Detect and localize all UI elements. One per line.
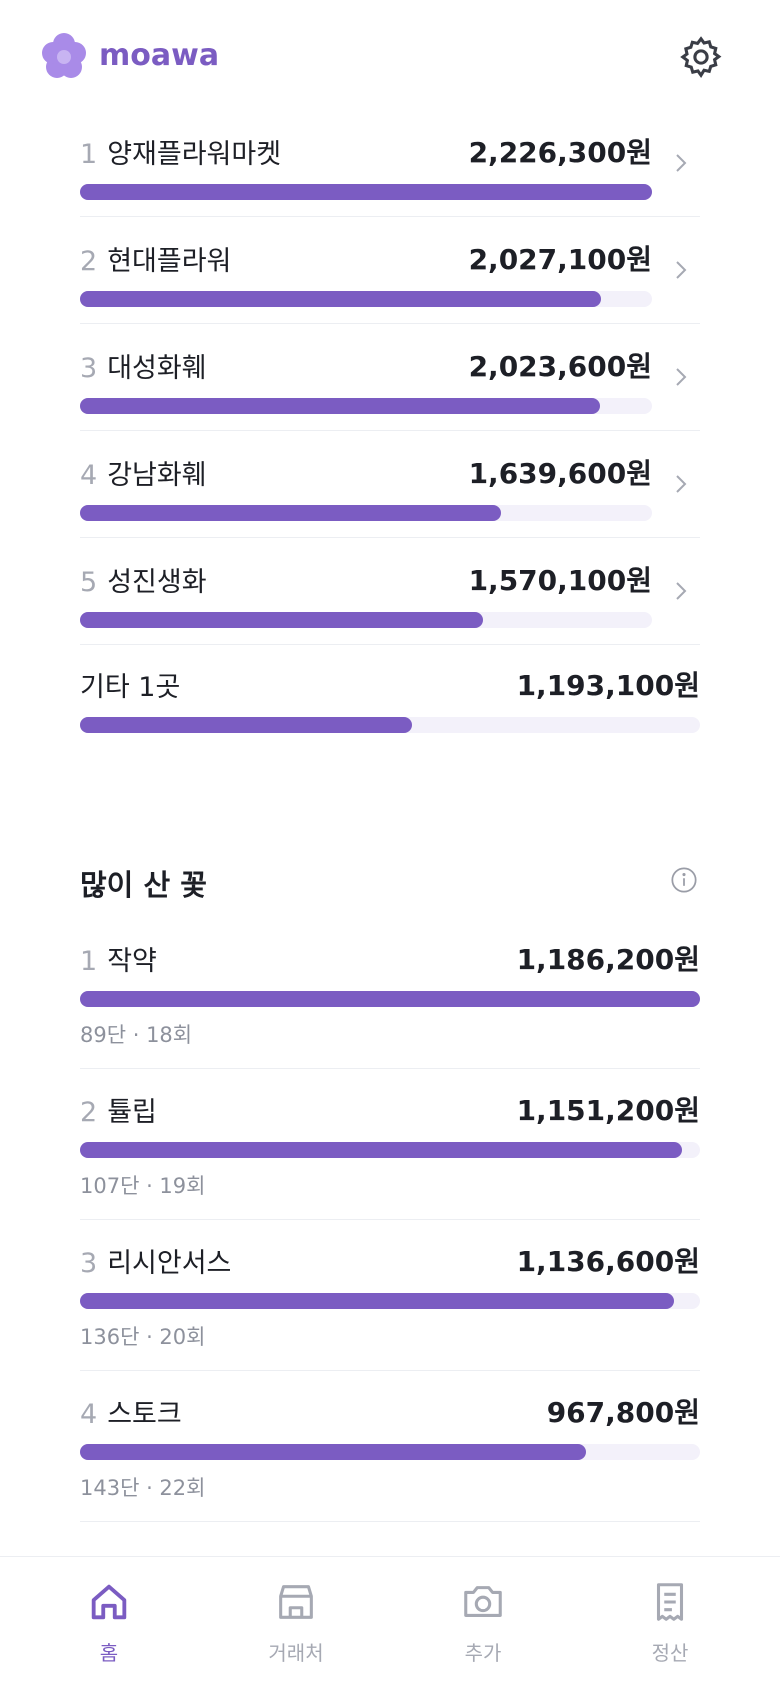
divider <box>80 1370 700 1371</box>
rank: 4 <box>80 460 98 491</box>
chevron <box>674 580 688 606</box>
bar <box>80 184 652 200</box>
bar-track <box>80 184 652 200</box>
nav-tab[interactable]: 홈 <box>49 1579 169 1666</box>
amount: 2,027,100원 <box>468 243 652 276</box>
bar-track <box>80 717 700 733</box>
bar <box>80 1293 675 1309</box>
bar <box>80 291 601 307</box>
bar-track <box>80 505 652 521</box>
amount: 2,023,600원 <box>468 350 652 383</box>
nav-tab[interactable]: 추가 <box>423 1579 543 1666</box>
bar <box>80 1142 682 1158</box>
nav-icon <box>610 1579 730 1629</box>
settings-button[interactable] <box>678 34 724 84</box>
nav-label: 정산 <box>651 1641 689 1665</box>
rank: 2 <box>80 1097 98 1128</box>
detail: 89단 · 18회 <box>80 1023 193 1047</box>
bottom-nav: 홈 거래처 추가 정산 <box>0 1556 780 1689</box>
bar <box>80 612 484 628</box>
detail: 107단 · 19회 <box>80 1174 206 1198</box>
bar-track <box>80 1444 700 1460</box>
row-name: 2 튤립 <box>80 1090 157 1129</box>
rank: 1 <box>80 139 98 170</box>
nav-icon <box>49 1579 169 1629</box>
bar-track <box>80 612 652 628</box>
nav-label: 거래처 <box>268 1641 324 1665</box>
bar-track <box>80 398 652 414</box>
row-name: 3 리시안서스 <box>80 1241 231 1280</box>
amount: 1,186,200원 <box>516 943 700 976</box>
rank: 3 <box>80 353 98 384</box>
bar <box>80 1444 586 1460</box>
divider <box>80 1219 700 1220</box>
bar <box>80 398 600 414</box>
chevron <box>674 366 688 392</box>
rank: 2 <box>80 246 98 277</box>
name-text: 스토크 <box>107 1399 182 1430</box>
nav-tab[interactable]: 정산 <box>610 1579 730 1666</box>
divider <box>80 323 700 324</box>
rank: 5 <box>80 567 98 598</box>
logo-icon <box>40 32 90 82</box>
nav-icon <box>423 1579 543 1629</box>
row-name: 기타 1곳 <box>80 665 180 704</box>
name-text: 대성화훼 <box>107 353 207 384</box>
name-text: 성진생화 <box>107 567 207 598</box>
bar-track <box>80 291 652 307</box>
bar-track <box>80 1293 700 1309</box>
bar <box>80 991 700 1007</box>
row-name: 4 강남화훼 <box>80 453 207 492</box>
row-name: 3 대성화훼 <box>80 346 207 385</box>
name-text: 강남화훼 <box>107 460 207 491</box>
bar-track <box>80 1142 700 1158</box>
row-name: 5 성진생화 <box>80 560 207 599</box>
divider <box>80 537 700 538</box>
row-name: 2 현대플라워 <box>80 239 231 278</box>
name-text: 현대플라워 <box>107 246 232 277</box>
divider <box>80 1068 700 1069</box>
name-text: 기타 1곳 <box>80 672 181 703</box>
divider <box>80 430 700 431</box>
detail: 143단 · 22회 <box>80 1476 206 1500</box>
amount: 1,570,100원 <box>468 564 652 597</box>
row-name: 1 양재플라워마켓 <box>80 132 281 171</box>
amount: 1,639,600원 <box>468 457 652 490</box>
nav-icon <box>236 1579 356 1629</box>
bar <box>80 505 502 521</box>
chevron <box>674 473 688 499</box>
chevron <box>674 152 688 178</box>
nav-label: 추가 <box>464 1641 502 1665</box>
amount: 967,800원 <box>546 1396 700 1429</box>
amount: 2,226,300원 <box>468 136 652 169</box>
divider <box>80 644 700 645</box>
name-text: 리시안서스 <box>107 1248 232 1279</box>
rank: 3 <box>80 1248 98 1279</box>
section-title: 많이 산 꽃 <box>80 868 207 902</box>
amount: 1,193,100원 <box>516 669 700 702</box>
chevron <box>674 259 688 285</box>
nav-label: 홈 <box>99 1641 119 1665</box>
amount: 1,151,200원 <box>516 1094 700 1127</box>
divider <box>80 216 700 217</box>
name-text: 튤립 <box>107 1097 157 1128</box>
name-text: 작약 <box>107 946 157 977</box>
rank: 1 <box>80 946 98 977</box>
bar-track <box>80 991 700 1007</box>
row-name: 4 스토크 <box>80 1392 182 1431</box>
amount: 1,136,600원 <box>516 1245 700 1278</box>
detail: 136단 · 20회 <box>80 1325 206 1349</box>
logo-text: moawa <box>99 38 220 73</box>
info-button[interactable] <box>670 866 698 898</box>
rank: 4 <box>80 1399 98 1430</box>
nav-tab[interactable]: 거래처 <box>236 1579 356 1666</box>
row-name: 1 작약 <box>80 939 157 978</box>
bar <box>80 717 413 733</box>
divider <box>80 1521 700 1522</box>
name-text: 양재플라워마켓 <box>107 139 282 170</box>
